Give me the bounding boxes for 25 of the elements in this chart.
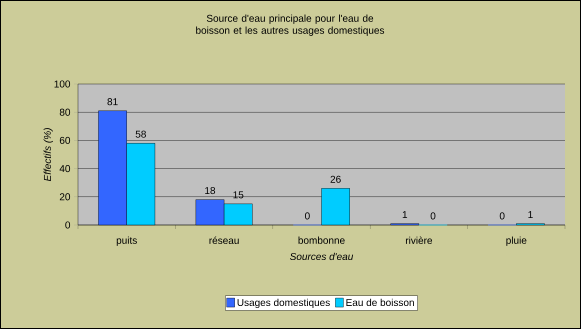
data-label: 0 (430, 212, 436, 220)
y-tick-label: 60 (60, 136, 70, 144)
x-tick-label: bombonne (298, 236, 345, 244)
data-label: 18 (205, 187, 216, 194)
chart-title: Source d'eau principale pour l'eau de boisson et les autres usages domestiques (196, 14, 384, 36)
y-tick-label: 20 (60, 193, 70, 200)
legend-label: Usages domestiques (238, 298, 330, 308)
legend-label: Eau de boisson (346, 298, 414, 306)
x-tick-label: rivière (406, 236, 432, 244)
y-tick-label: 40 (60, 165, 70, 172)
data-label: 0 (304, 212, 310, 220)
x-tick-label: pluie (506, 236, 526, 246)
y-tick-label: 80 (60, 108, 70, 116)
data-label: 1 (402, 211, 408, 218)
data-label: 58 (136, 130, 146, 138)
data-label: 0 (500, 212, 505, 220)
x-axis-title: Sources d'eau (290, 252, 354, 260)
x-tick-label: réseau (209, 236, 239, 244)
y-tick-label: 0 (65, 221, 70, 229)
data-label: 26 (330, 176, 341, 183)
x-tick-label: puits (116, 236, 137, 246)
y-axis-title: Effectifs (%) (44, 128, 53, 182)
y-tick-label: 100 (54, 80, 70, 88)
data-label: 81 (107, 98, 118, 106)
data-label: 1 (528, 211, 533, 218)
